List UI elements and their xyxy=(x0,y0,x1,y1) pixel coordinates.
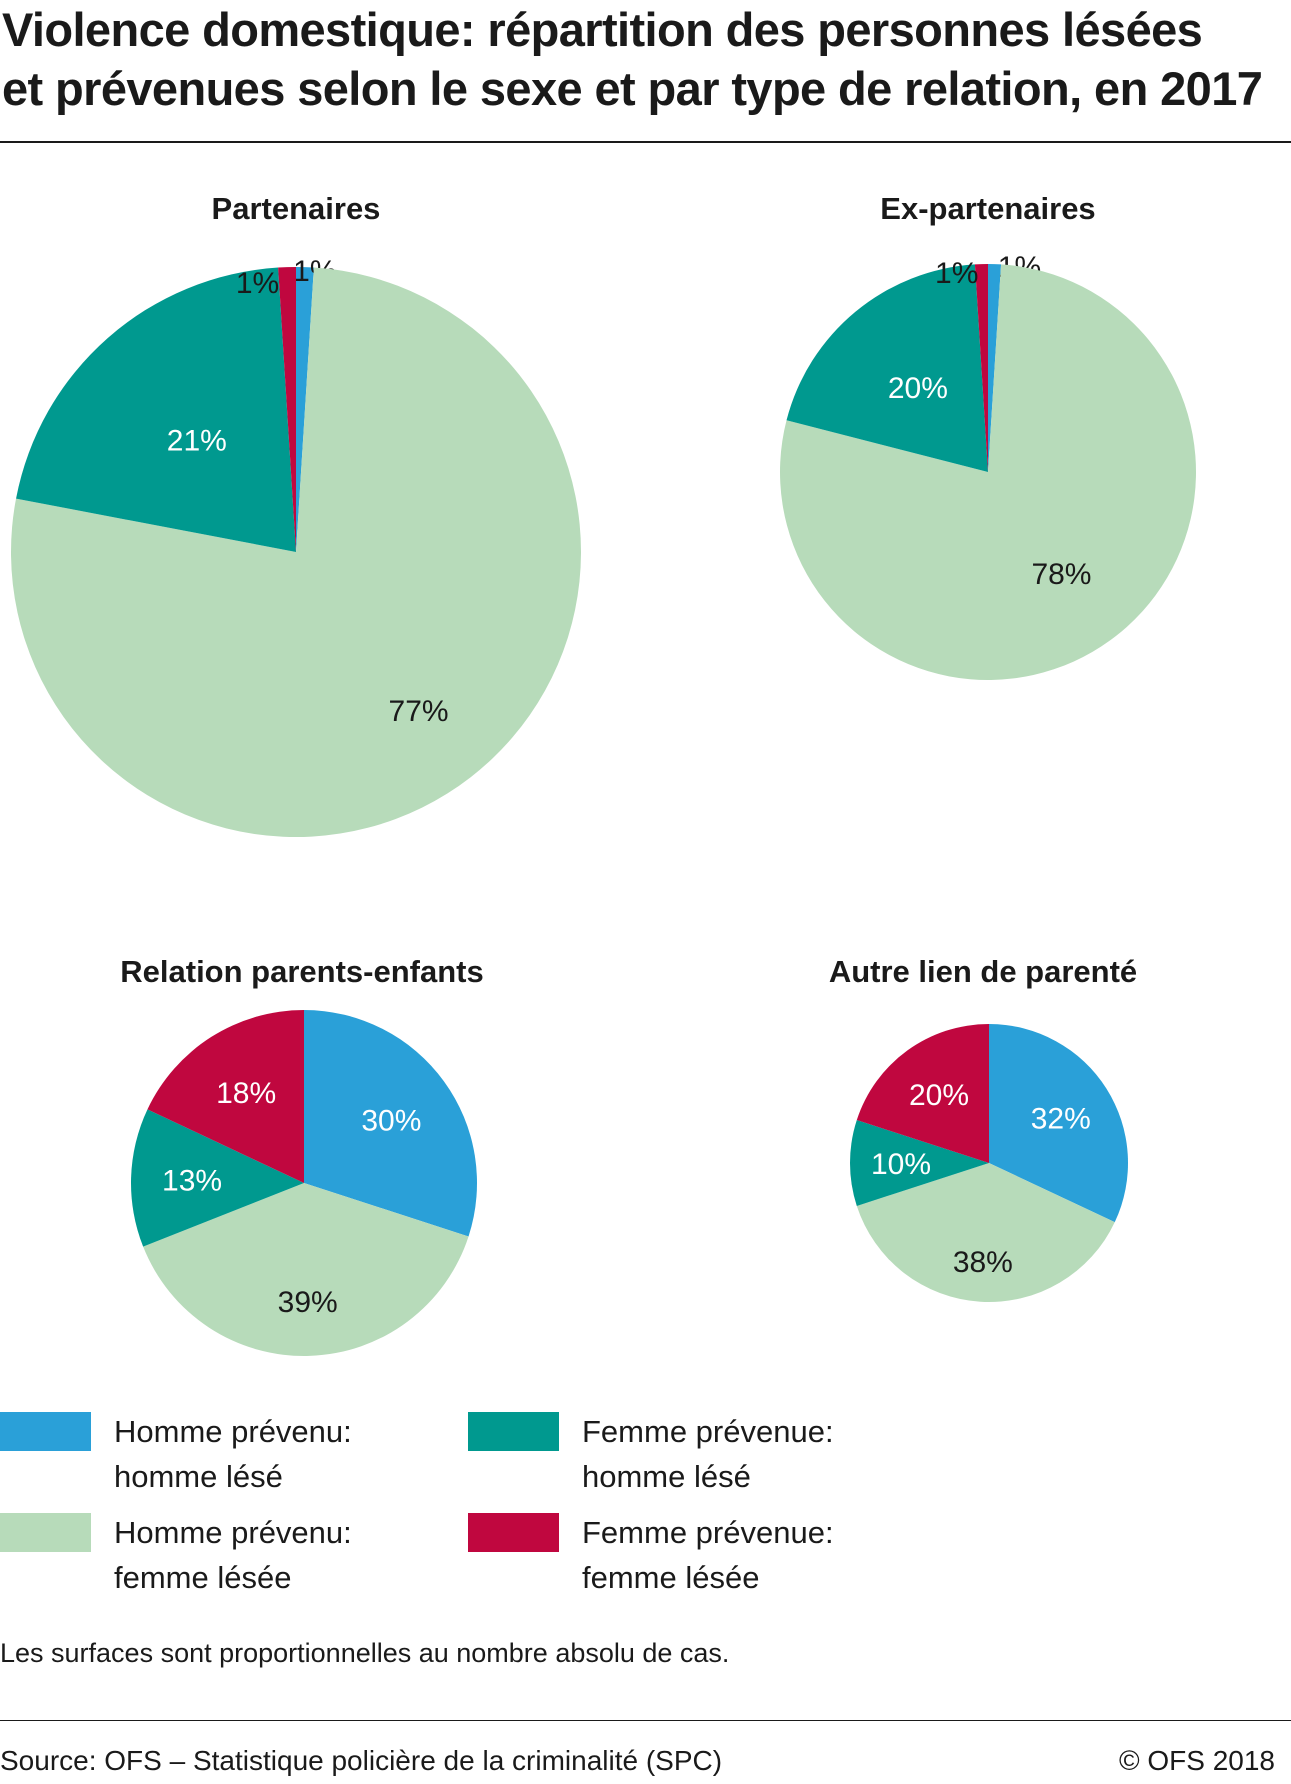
pie-slice xyxy=(147,1010,304,1183)
pie-title: Relation parents-enfants xyxy=(120,954,483,989)
copyright-text: © OFS 2018 xyxy=(1118,1745,1275,1776)
pie-slice xyxy=(850,1120,989,1206)
slice-label: 18% xyxy=(216,1077,276,1110)
slice-label: 38% xyxy=(953,1246,1013,1279)
slice-label: 30% xyxy=(361,1105,421,1138)
pie-slice xyxy=(131,1109,304,1247)
legend: Homme prévenu: homme lésé Femme prévenue… xyxy=(0,1412,1000,1612)
pie-slice xyxy=(974,264,988,472)
pie-slice xyxy=(856,1163,1115,1303)
slice-label: 20% xyxy=(888,372,948,405)
slice-label: 13% xyxy=(162,1164,222,1197)
legend-swatch xyxy=(0,1412,91,1451)
slice-label: 39% xyxy=(278,1286,338,1319)
pie-slice xyxy=(989,1024,1129,1223)
slice-label: 1% xyxy=(236,267,279,300)
slice-label: 10% xyxy=(871,1148,931,1181)
title-divider xyxy=(0,141,1291,143)
legend-label: Homme prévenu: homme lésé xyxy=(114,1414,352,1494)
pie-chart-2: Relation parents-enfants 30% 39% 13% 18% xyxy=(120,954,484,1356)
pie-slice xyxy=(304,1010,478,1237)
legend-label: Femme prévenue: femme lésée xyxy=(582,1515,834,1595)
pie-title: Autre lien de parenté xyxy=(829,954,1137,989)
slice-label: 78% xyxy=(1031,558,1091,591)
pie-slice xyxy=(988,264,1002,472)
slice-label: 20% xyxy=(909,1079,969,1112)
pie-chart-0: Partenaires1%77%21%1% xyxy=(10,191,582,837)
pie-slice xyxy=(786,264,988,472)
pie-slice xyxy=(16,267,297,552)
legend-swatch xyxy=(0,1513,91,1552)
legend-swatch xyxy=(468,1513,559,1552)
title-line-2: et prévenues selon le sexe et par type d… xyxy=(2,62,1263,115)
pie-slice xyxy=(278,267,296,552)
pie-slice xyxy=(10,267,582,837)
slice-label: 1% xyxy=(935,257,978,290)
pie-chart-1: Ex-partenaires1%78%20%1% xyxy=(780,191,1196,680)
source-text: Source: OFS – Statistique policière de l… xyxy=(0,1745,723,1776)
legend-label: Homme prévenu: femme lésée xyxy=(114,1515,352,1595)
slice-label: 77% xyxy=(389,695,449,728)
slice-label: 21% xyxy=(167,424,227,457)
legend-swatch xyxy=(468,1412,559,1451)
pie-slice xyxy=(780,264,1196,680)
chart-title: Violence domestique: répartition des per… xyxy=(2,0,1287,118)
footer-divider xyxy=(0,1720,1291,1721)
slice-label: 32% xyxy=(1031,1102,1091,1135)
pie-slice xyxy=(296,267,314,552)
pie-title: Partenaires xyxy=(212,191,381,226)
pie-slice xyxy=(143,1183,469,1356)
pie-chart-3: Autre lien de parenté 32% 38% 10% 20% xyxy=(829,954,1137,1303)
title-line-1: Violence domestique: répartition des per… xyxy=(2,3,1203,56)
pie-charts: Partenaires1%77%21%1%Ex-partenaires1%78%… xyxy=(10,191,1196,1356)
pie-title: Ex-partenaires xyxy=(880,191,1095,226)
legend-label: Femme prévenue: homme lésé xyxy=(582,1414,834,1494)
area-note: Les surfaces sont proportionnelles au no… xyxy=(0,1638,730,1668)
pie-slice xyxy=(856,1024,989,1163)
